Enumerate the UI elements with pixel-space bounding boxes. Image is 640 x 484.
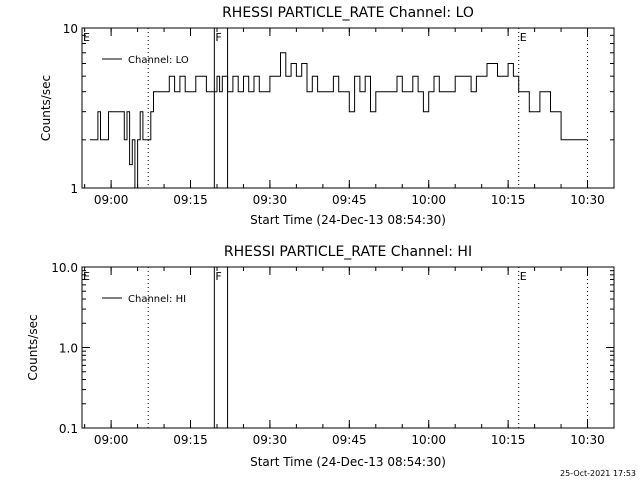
- x-tick-label: 10:30: [570, 193, 605, 207]
- y-tick-label: 1.0: [59, 342, 78, 356]
- timestamp-label: 25-Oct-2021 17:53: [560, 469, 636, 478]
- series-line: [89, 52, 588, 189]
- x-tick-label: 10:00: [411, 433, 446, 447]
- plot-frame: [81, 27, 615, 189]
- flag-label: E: [83, 31, 90, 44]
- y-tick-label: 10: [63, 22, 78, 36]
- y-tick-label: 0.1: [59, 422, 78, 436]
- legend-label: Channel: HI: [128, 294, 186, 305]
- flag-label: E: [520, 270, 527, 283]
- x-tick-label: 10:15: [491, 433, 526, 447]
- chart-title: RHESSI PARTICLE_RATE Channel: HI: [224, 244, 472, 260]
- x-axis-label: Start Time (24-Dec-13 08:54:30): [250, 455, 446, 469]
- x-tick-label: 09:15: [173, 433, 208, 447]
- x-tick-label: 09:00: [94, 433, 129, 447]
- y-axis-label: Counts/sec: [39, 75, 53, 141]
- x-tick-label: 09:45: [332, 193, 367, 207]
- flag-label: E: [520, 31, 527, 44]
- x-tick-label: 09:30: [253, 433, 288, 447]
- x-tick-label: 09:30: [253, 193, 288, 207]
- flag-label: E: [83, 270, 90, 283]
- plot-frame: [81, 266, 615, 429]
- y-tick-label: 1: [70, 182, 78, 196]
- x-tick-label: 09:00: [94, 193, 129, 207]
- x-tick-label: 10:30: [570, 433, 605, 447]
- chart-hi: RHESSI PARTICLE_RATE Channel: HI 09:00 09:…: [26, 244, 615, 469]
- chart-title: RHESSI PARTICLE_RATE Channel: LO: [222, 5, 474, 21]
- y-axis-label: Counts/sec: [26, 314, 40, 380]
- x-tick-label: 09:45: [332, 433, 367, 447]
- x-axis-label: Start Time (24-Dec-13 08:54:30): [250, 213, 446, 227]
- legend-label: Channel: LO: [128, 55, 189, 66]
- y-tick-label: 10.0: [51, 261, 78, 275]
- x-tick-label: 09:15: [173, 193, 208, 207]
- x-tick-label: 10:15: [491, 193, 526, 207]
- x-tick-label: 10:00: [411, 193, 446, 207]
- chart-lo: RHESSI PARTICLE_RATE Channel: LO 09:00 09:…: [39, 5, 615, 227]
- flag-label: F: [215, 270, 221, 283]
- flag-label: F: [215, 31, 221, 44]
